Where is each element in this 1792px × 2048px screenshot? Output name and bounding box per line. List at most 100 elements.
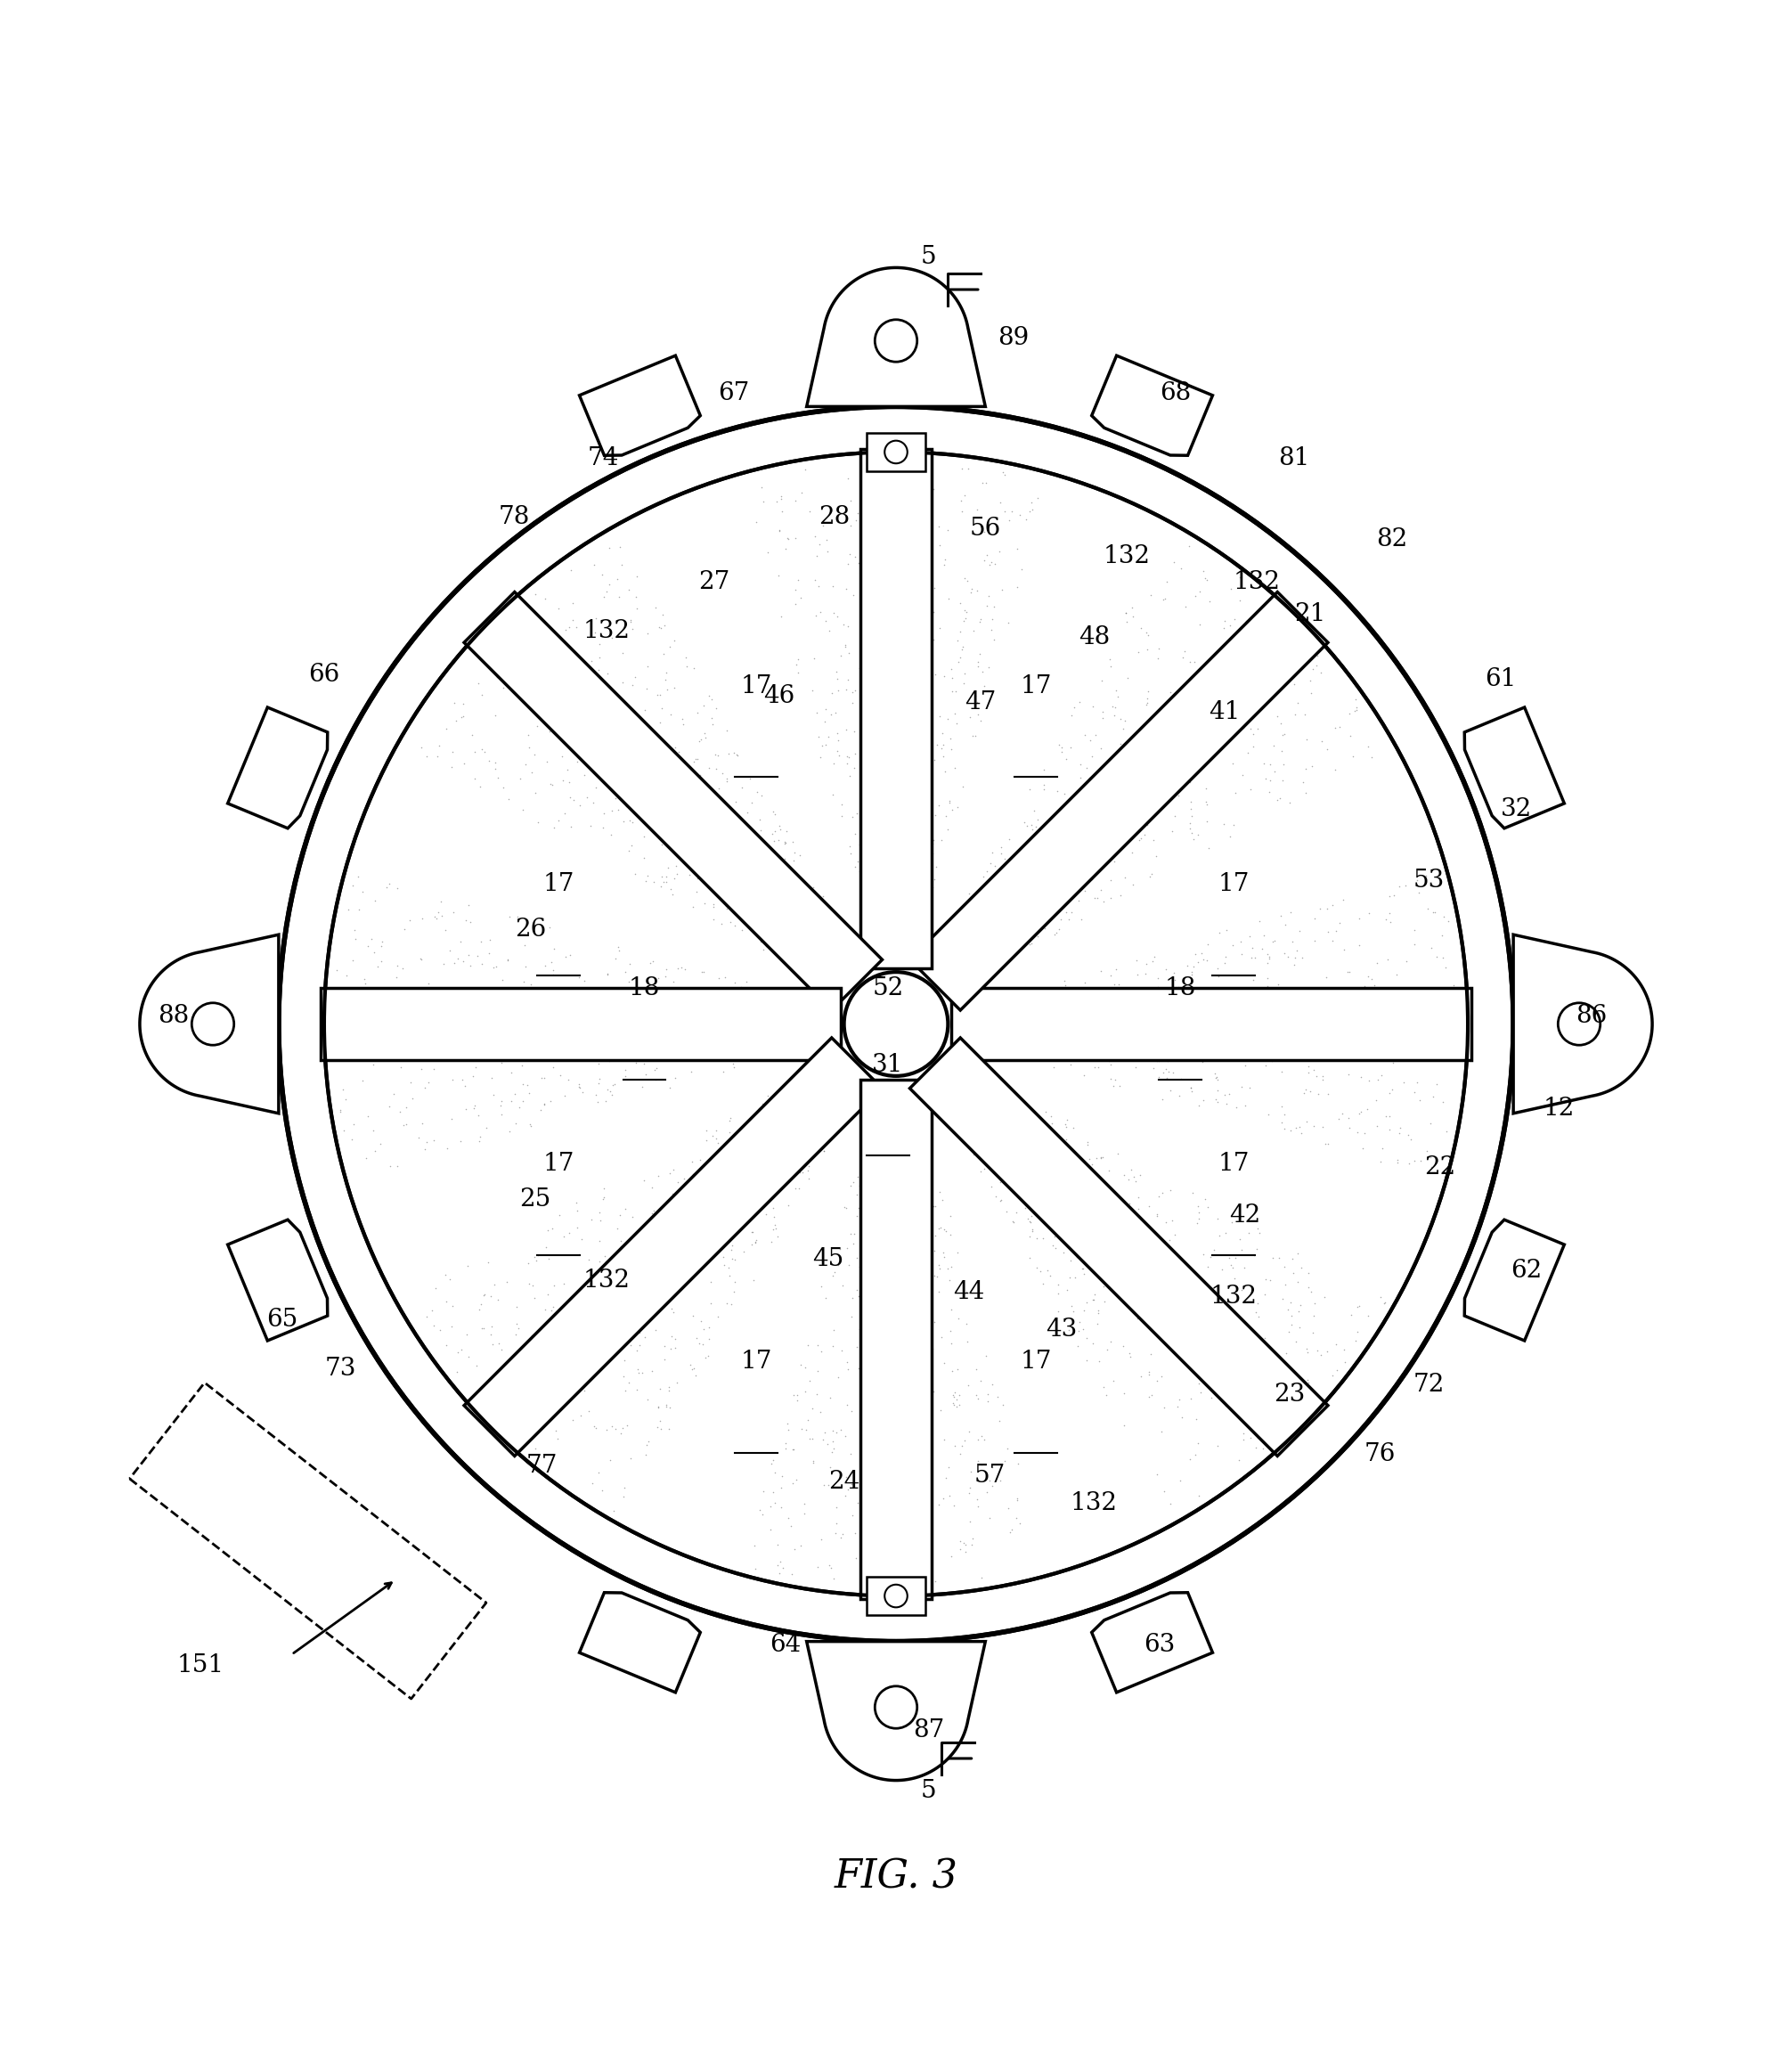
Point <box>1353 961 1382 993</box>
Text: 27: 27 <box>699 569 729 594</box>
Point <box>421 1026 450 1059</box>
Point <box>1254 776 1283 809</box>
Point <box>889 1098 918 1130</box>
Point <box>797 997 826 1030</box>
Point <box>335 1004 364 1036</box>
Point <box>545 1350 573 1382</box>
Point <box>787 1141 815 1174</box>
Point <box>891 1354 919 1386</box>
Point <box>1072 1343 1100 1376</box>
Point <box>1260 1024 1288 1057</box>
Point <box>1195 1241 1224 1274</box>
Text: 86: 86 <box>1575 1004 1607 1028</box>
Point <box>1322 1327 1351 1360</box>
Point <box>1199 1370 1228 1403</box>
Point <box>959 719 987 752</box>
Point <box>622 1272 650 1305</box>
Point <box>726 805 754 838</box>
Point <box>735 1120 763 1153</box>
Point <box>962 1354 991 1386</box>
Point <box>1371 1100 1400 1133</box>
Point <box>586 1196 615 1229</box>
Point <box>819 596 848 629</box>
Point <box>1236 1331 1265 1364</box>
Point <box>663 952 692 985</box>
Point <box>1226 1223 1254 1255</box>
Point <box>1260 1397 1288 1430</box>
Point <box>1177 1178 1206 1210</box>
Point <box>606 1294 634 1327</box>
Point <box>969 1032 998 1065</box>
Point <box>500 1393 529 1425</box>
Point <box>418 1040 446 1073</box>
Point <box>1038 1012 1066 1044</box>
Polygon shape <box>1091 356 1213 455</box>
Point <box>550 797 579 829</box>
Point <box>943 915 971 948</box>
Point <box>1222 655 1251 688</box>
Point <box>1029 754 1057 786</box>
Point <box>805 528 833 561</box>
Point <box>986 1100 1014 1133</box>
Point <box>959 928 987 961</box>
Point <box>1319 926 1348 958</box>
Point <box>645 707 674 739</box>
Point <box>867 1307 896 1339</box>
Point <box>713 1286 742 1319</box>
Point <box>690 956 719 989</box>
Point <box>828 1098 857 1130</box>
Point <box>1235 920 1263 952</box>
Point <box>685 973 713 1006</box>
Point <box>713 762 742 795</box>
Point <box>765 911 794 944</box>
Point <box>840 850 869 883</box>
Point <box>1279 1405 1308 1438</box>
Point <box>1249 1432 1278 1464</box>
Polygon shape <box>1514 934 1652 1114</box>
Point <box>1233 657 1262 690</box>
Point <box>910 858 939 891</box>
Point <box>828 948 857 981</box>
Point <box>801 520 830 553</box>
Point <box>801 598 830 631</box>
Point <box>840 541 869 573</box>
Point <box>867 1157 896 1190</box>
Point <box>1285 915 1314 948</box>
Point <box>892 758 921 791</box>
Point <box>975 1010 1004 1042</box>
Point <box>763 1096 792 1128</box>
Point <box>489 770 518 803</box>
Point <box>844 854 873 887</box>
Point <box>898 934 926 967</box>
Point <box>805 1016 833 1049</box>
Point <box>849 874 878 907</box>
Point <box>930 739 959 772</box>
Text: 43: 43 <box>1047 1317 1077 1341</box>
Point <box>530 950 559 983</box>
Circle shape <box>885 440 907 463</box>
Point <box>828 1335 857 1368</box>
Point <box>1163 1391 1192 1423</box>
Point <box>864 606 892 639</box>
Point <box>874 506 903 539</box>
Point <box>638 793 667 825</box>
Point <box>1158 815 1186 848</box>
Point <box>554 637 582 670</box>
Point <box>728 770 756 803</box>
Point <box>1236 1421 1265 1454</box>
Point <box>808 1423 837 1456</box>
Point <box>864 1473 892 1505</box>
Point <box>1222 1241 1251 1274</box>
Point <box>1111 705 1140 737</box>
Point <box>697 702 726 735</box>
Point <box>652 657 681 690</box>
Point <box>1091 819 1120 852</box>
Point <box>805 569 833 602</box>
Text: 17: 17 <box>740 674 772 698</box>
Point <box>767 1544 796 1577</box>
Point <box>455 950 484 983</box>
Point <box>762 1040 790 1073</box>
Point <box>810 1135 839 1167</box>
Point <box>692 793 720 825</box>
Point <box>665 823 694 856</box>
